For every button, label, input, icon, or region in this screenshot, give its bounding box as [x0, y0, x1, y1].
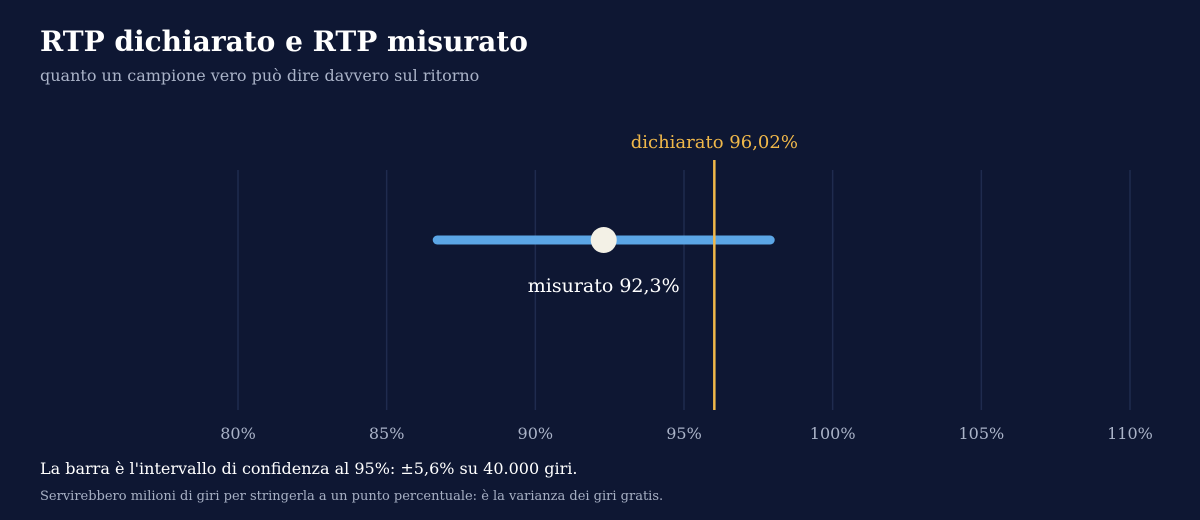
declared-label: dichiarato 96,02%: [631, 132, 798, 153]
measured-series: misurato 92,3%: [432, 227, 775, 297]
measured-point: [590, 227, 617, 253]
chart-title: RTP dichiarato e RTP misurato: [40, 25, 528, 58]
x-tick-label: 105%: [958, 424, 1004, 443]
x-tick-label: 110%: [1107, 424, 1153, 443]
x-tick-label: 100%: [810, 424, 856, 443]
x-tick-labels: 80% 85% 90% 95% 100% 105% 110%: [220, 424, 1153, 443]
x-tick-label: 80%: [220, 424, 256, 443]
chart-note: La barra è l'intervallo di confidenza al…: [40, 459, 578, 478]
grid-lines: [237, 170, 1131, 410]
measured-label: misurato 92,3%: [528, 275, 680, 297]
x-tick-label: 90%: [518, 424, 554, 443]
x-tick-label: 85%: [369, 424, 405, 443]
declared-series: dichiarato 96,02%: [631, 132, 798, 410]
x-tick-label: 95%: [666, 424, 702, 443]
chart-footnote: Servirebbero milioni di giri per stringe…: [40, 489, 664, 504]
chart-subtitle: quanto un campione vero può dire davvero…: [40, 66, 480, 85]
